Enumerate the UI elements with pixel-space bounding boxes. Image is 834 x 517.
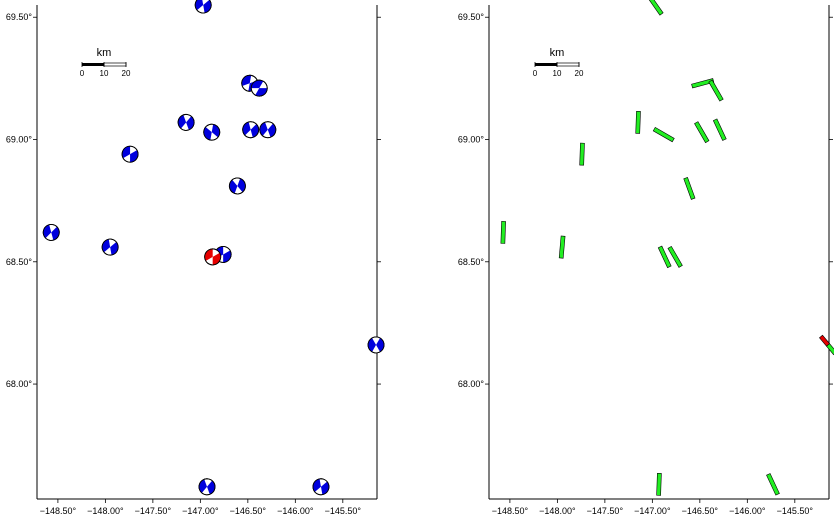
left-x-tick-label: −148.50°	[40, 506, 77, 516]
beachball	[367, 336, 385, 354]
left-x-tick-label: −147.00°	[182, 506, 219, 516]
left-x-tick-label: −145.50°	[325, 506, 362, 516]
stress-bar	[652, 126, 675, 143]
left-map-panel: −148.50° −148.00° −147.50° −147.00° −146.50°…	[6, 0, 385, 516]
right-scalebar-tick-10: 10	[553, 69, 562, 78]
left-x-tick-label: −146.50°	[230, 506, 267, 516]
right-scalebar-tick-20: 20	[575, 69, 584, 78]
stress-bar	[691, 78, 715, 89]
right-x-axis: −148.50° −148.00° −147.50° −147.00° −146.50°…	[492, 499, 814, 516]
beachball	[121, 145, 139, 163]
stress-bar	[766, 473, 780, 496]
left-events	[42, 0, 385, 496]
right-x-tick-label: −146.00°	[729, 506, 766, 516]
left-scalebar-title: km	[97, 47, 112, 59]
left-x-tick-label: −148.00°	[87, 506, 124, 516]
right-y-tick-label: 68.50°	[458, 257, 485, 267]
stress-bar	[579, 142, 585, 166]
right-x-tick-label: −148.50°	[492, 506, 529, 516]
left-x-tick-label: −146.00°	[277, 506, 314, 516]
left-map-frame	[36, 5, 378, 500]
left-y-tick-label: 68.50°	[6, 257, 33, 267]
beachball	[312, 478, 330, 496]
right-scalebar-title: km	[550, 47, 565, 59]
left-y-tick-label: 69.00°	[6, 135, 33, 145]
stress-bar	[635, 111, 641, 134]
stress-bar	[694, 121, 710, 144]
beachball	[177, 113, 195, 131]
beachball	[203, 123, 221, 141]
right-map-frame	[488, 5, 830, 500]
beachball	[42, 223, 60, 241]
right-x-tick-label: −147.00°	[634, 506, 671, 516]
right-y-tick-label: 69.50°	[458, 12, 485, 22]
beachball	[101, 238, 119, 256]
right-y-tick-label: 68.00°	[458, 379, 485, 389]
right-x-tick-label: −145.50°	[777, 506, 814, 516]
left-y-axis: 69.50° 69.00° 68.50° 68.00°	[6, 12, 381, 389]
left-x-tick-label: −147.50°	[135, 506, 172, 516]
beachball	[228, 177, 246, 195]
beachball	[198, 478, 216, 496]
right-map-panel: −148.50° −148.00° −147.50° −147.00° −146.50°…	[458, 0, 834, 516]
left-scalebar: km 0 10 20	[80, 47, 131, 78]
left-y-tick-label: 68.00°	[6, 379, 33, 389]
beachball	[259, 121, 277, 139]
right-scalebar-tick-0: 0	[533, 69, 538, 78]
stress-bar	[667, 245, 683, 268]
right-scalebar: km 0 10 20	[533, 47, 584, 78]
stress-bar	[708, 79, 724, 102]
left-x-axis: −148.50° −148.00° −147.50° −147.00° −146.50°…	[40, 499, 362, 516]
right-bars	[500, 0, 834, 496]
left-y-tick-label: 69.50°	[6, 12, 33, 22]
right-x-tick-label: −148.00°	[539, 506, 576, 516]
stress-bar-highlight	[819, 334, 834, 356]
left-scalebar-tick-20: 20	[122, 69, 131, 78]
stress-bar	[500, 221, 506, 244]
right-x-tick-label: −146.50°	[682, 506, 719, 516]
stress-bar	[712, 118, 727, 141]
stress-bar	[683, 177, 696, 200]
beachball	[242, 121, 260, 139]
stress-bar	[656, 472, 662, 496]
left-scalebar-tick-0: 0	[80, 69, 85, 78]
beachball	[214, 245, 232, 263]
beachball	[194, 0, 212, 14]
stress-bar	[657, 245, 672, 269]
stress-bar	[646, 0, 664, 16]
right-x-tick-label: −147.50°	[587, 506, 624, 516]
beachball	[250, 79, 268, 97]
right-y-axis: 69.50° 69.00° 68.50° 68.00°	[458, 12, 833, 389]
left-scalebar-tick-10: 10	[100, 69, 109, 78]
stress-bar	[558, 235, 566, 259]
right-y-tick-label: 69.00°	[458, 135, 485, 145]
beachball-highlight	[204, 248, 222, 266]
